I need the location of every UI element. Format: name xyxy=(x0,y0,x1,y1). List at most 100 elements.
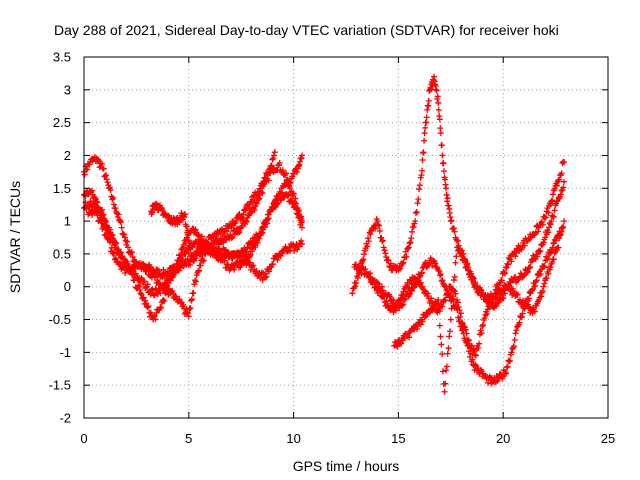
data-point xyxy=(423,114,430,121)
data-point xyxy=(147,309,154,316)
x-tick-label: 5 xyxy=(185,431,192,446)
data-point xyxy=(285,192,292,199)
data-point xyxy=(533,277,540,284)
data-point xyxy=(507,357,514,364)
data-point xyxy=(468,270,475,277)
data-point xyxy=(404,279,411,286)
data-point xyxy=(560,184,567,191)
data-point xyxy=(372,283,379,290)
data-point xyxy=(448,217,455,224)
data-point xyxy=(439,303,446,310)
data-point xyxy=(416,182,423,189)
data-point xyxy=(474,365,481,372)
data-point xyxy=(537,271,544,278)
data-point xyxy=(457,313,464,320)
data-point xyxy=(548,218,555,225)
data-point xyxy=(154,277,161,284)
data-point xyxy=(261,174,268,181)
data-point xyxy=(135,282,142,289)
data-point xyxy=(450,293,457,300)
data-point xyxy=(537,248,544,255)
data-point xyxy=(472,351,479,358)
data-point xyxy=(298,241,305,248)
data-point xyxy=(149,286,156,293)
data-point xyxy=(128,249,135,256)
data-point xyxy=(447,328,454,335)
data-point xyxy=(194,232,201,239)
data-point xyxy=(438,142,445,149)
y-tick-label: -0.5 xyxy=(49,312,71,327)
data-point xyxy=(365,238,372,245)
data-point xyxy=(405,245,412,252)
data-point xyxy=(262,175,269,182)
data-point xyxy=(552,237,559,244)
data-point xyxy=(117,219,124,226)
data-point xyxy=(540,283,547,290)
data-point xyxy=(369,277,376,284)
y-tick-label: 3.5 xyxy=(53,50,71,65)
data-point xyxy=(102,172,109,179)
data-point xyxy=(287,197,294,204)
data-point xyxy=(379,238,386,245)
data-point xyxy=(459,327,466,334)
data-point xyxy=(560,218,567,225)
data-point xyxy=(185,313,192,320)
data-point xyxy=(204,239,211,246)
data-point xyxy=(121,234,128,241)
data-point xyxy=(200,257,207,264)
data-point xyxy=(544,255,551,262)
data-point xyxy=(445,345,452,352)
data-point xyxy=(504,363,511,370)
data-point xyxy=(152,316,159,323)
data-point xyxy=(448,305,455,312)
data-point xyxy=(502,270,509,277)
data-point xyxy=(279,167,286,174)
data-point xyxy=(150,292,157,299)
data-point xyxy=(93,198,100,205)
data-point xyxy=(478,330,485,337)
data-point xyxy=(259,229,266,236)
data-point xyxy=(512,253,519,260)
data-point xyxy=(437,130,444,137)
data-point xyxy=(291,247,298,254)
data-point xyxy=(463,263,470,270)
data-point xyxy=(224,261,231,268)
data-point xyxy=(397,265,404,272)
data-point xyxy=(450,225,457,232)
data-point xyxy=(259,181,266,188)
data-point xyxy=(541,280,548,287)
data-point xyxy=(399,260,406,267)
data-point xyxy=(259,190,266,197)
data-point xyxy=(525,295,532,302)
data-point xyxy=(176,255,183,262)
data-point xyxy=(441,388,448,395)
data-point xyxy=(512,330,519,337)
data-point xyxy=(556,176,563,183)
data-point xyxy=(235,250,242,257)
data-point xyxy=(393,305,400,312)
data-point xyxy=(380,244,387,251)
data-point xyxy=(180,301,187,308)
data-point xyxy=(161,298,168,305)
data-point xyxy=(505,285,512,292)
data-point xyxy=(505,261,512,268)
data-point xyxy=(295,243,302,250)
data-point xyxy=(386,293,393,300)
data-point xyxy=(508,258,515,265)
data-point xyxy=(190,256,197,263)
data-point xyxy=(451,228,458,235)
data-point xyxy=(551,207,558,214)
data-point xyxy=(243,218,250,225)
data-point xyxy=(298,224,305,231)
data-point xyxy=(501,287,508,294)
y-axis-label: SDTVAR / TECUs xyxy=(7,181,23,293)
data-point xyxy=(241,206,248,213)
data-point xyxy=(400,259,407,266)
data-point xyxy=(412,218,419,225)
data-point xyxy=(187,305,194,312)
data-point xyxy=(227,265,234,272)
data-point xyxy=(365,235,372,242)
data-point xyxy=(449,296,456,303)
data-point xyxy=(186,306,193,313)
data-point xyxy=(454,237,461,244)
